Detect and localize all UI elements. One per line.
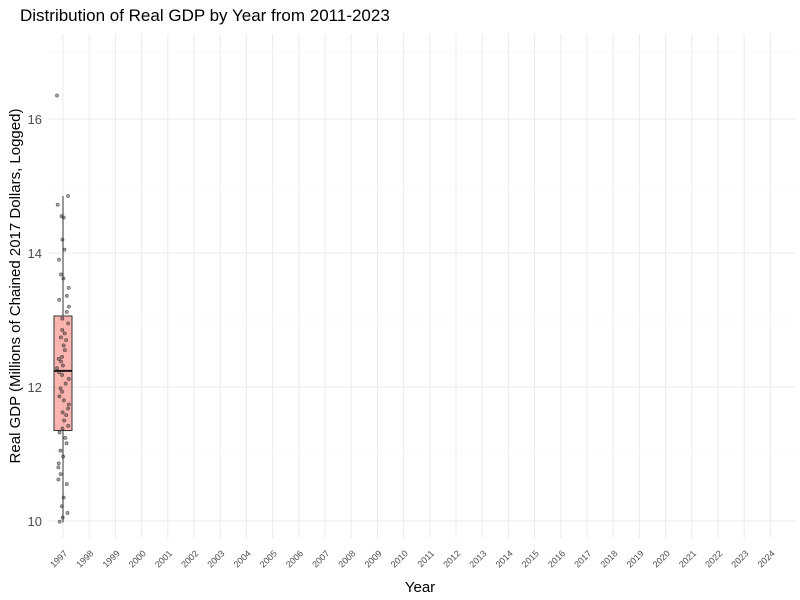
data-point xyxy=(61,363,65,368)
data-point xyxy=(66,377,71,381)
data-point xyxy=(66,194,70,198)
x-tick-label: 2023 xyxy=(729,548,750,569)
data-point xyxy=(60,389,64,394)
x-tick-label: 2000 xyxy=(127,548,148,569)
data-point xyxy=(64,338,69,343)
data-point xyxy=(60,316,65,321)
data-point xyxy=(60,410,65,415)
y-axis-ticks: 10 12 14 16 xyxy=(28,112,42,529)
box xyxy=(53,315,73,432)
x-tick-label: 2024 xyxy=(756,548,777,569)
data-point xyxy=(58,448,63,453)
x-tick-label: 2003 xyxy=(205,548,226,569)
data-point xyxy=(64,441,69,446)
data-point xyxy=(57,430,62,435)
x-tick-label: 1997 xyxy=(48,548,69,569)
y-tick-label: 12 xyxy=(28,380,42,395)
data-point xyxy=(62,247,67,252)
data-point xyxy=(56,461,61,466)
data-point xyxy=(61,495,66,500)
y-tick-label: 10 xyxy=(28,514,42,529)
y-axis-title: Real GDP (Millions of Chained 2017 Dolla… xyxy=(7,109,24,464)
data-point xyxy=(60,426,65,431)
data-point xyxy=(66,285,71,290)
x-tick-label: 2013 xyxy=(467,548,488,569)
x-tick-label: 2016 xyxy=(546,548,567,569)
chart-title: Distribution of Real GDP by Year from 20… xyxy=(20,6,390,25)
data-point xyxy=(62,331,67,336)
x-tick-label: 2005 xyxy=(258,548,279,569)
x-tick-label: 2014 xyxy=(494,548,515,569)
y-tick-label: 14 xyxy=(28,246,42,261)
data-point xyxy=(66,423,71,428)
data-point xyxy=(55,366,59,371)
data-point xyxy=(57,257,61,262)
data-point xyxy=(60,328,65,332)
data-point xyxy=(66,406,70,411)
data-point xyxy=(56,477,61,482)
x-tick-label: 2019 xyxy=(625,548,646,569)
data-point xyxy=(61,454,66,459)
data-point xyxy=(57,394,62,399)
x-tick-label: 2012 xyxy=(441,548,462,569)
data-point xyxy=(59,214,64,219)
data-point xyxy=(57,519,62,524)
x-tick-label: 2015 xyxy=(520,548,541,569)
x-tick-label: 2017 xyxy=(572,548,593,569)
data-point xyxy=(58,335,63,340)
data-point xyxy=(57,297,62,302)
data-point xyxy=(57,370,61,375)
data-point xyxy=(63,381,68,386)
data-point xyxy=(56,465,61,470)
x-axis-ticks: 1997 1998 1999 2000 2001 2002 2003 2004 2005 2006… xyxy=(48,548,777,569)
data-point xyxy=(55,202,60,207)
data-point xyxy=(60,354,64,359)
data-point xyxy=(67,304,71,309)
data-point xyxy=(59,272,63,277)
data-point xyxy=(59,359,63,364)
x-tick-label: 2002 xyxy=(179,548,200,569)
y-tick-label: 16 xyxy=(28,112,42,127)
x-tick-label: 2022 xyxy=(703,548,724,569)
data-point xyxy=(66,321,71,326)
data-point xyxy=(58,386,63,391)
data-point xyxy=(61,343,66,348)
data-point xyxy=(64,413,69,418)
data-point xyxy=(59,504,64,509)
data-point xyxy=(64,482,69,487)
data-point xyxy=(60,373,64,377)
x-tick-label: 2007 xyxy=(310,548,331,569)
x-tick-label: 2020 xyxy=(651,548,672,569)
data-point xyxy=(60,237,65,242)
data-point xyxy=(64,310,69,314)
data-point xyxy=(66,402,71,407)
x-tick-label: 2011 xyxy=(415,548,436,569)
data-point xyxy=(62,418,67,423)
x-tick-label: 2001 xyxy=(153,548,174,569)
data-point xyxy=(65,511,70,515)
x-tick-label: 2008 xyxy=(336,548,357,569)
x-tick-label: 2010 xyxy=(389,548,410,569)
x-tick-label: 1999 xyxy=(101,548,122,569)
x-axis-title: Year xyxy=(405,579,435,596)
data-point xyxy=(58,472,63,477)
x-tick-label: 2018 xyxy=(598,548,619,569)
x-tick-label: 2021 xyxy=(677,548,698,569)
boxplots xyxy=(53,196,73,523)
data-point xyxy=(64,293,69,298)
x-tick-label: 1998 xyxy=(74,548,95,569)
x-tick-label: 2004 xyxy=(232,548,253,569)
data-point xyxy=(55,93,59,98)
data-point xyxy=(56,356,61,361)
x-tick-label: 2009 xyxy=(363,548,384,569)
x-tick-label: 2006 xyxy=(284,548,305,569)
data-points xyxy=(55,93,71,524)
data-point xyxy=(60,515,65,520)
gridlines xyxy=(48,34,795,538)
data-point xyxy=(61,276,66,281)
data-point xyxy=(62,398,66,403)
data-point xyxy=(63,436,68,440)
data-point xyxy=(63,348,67,353)
